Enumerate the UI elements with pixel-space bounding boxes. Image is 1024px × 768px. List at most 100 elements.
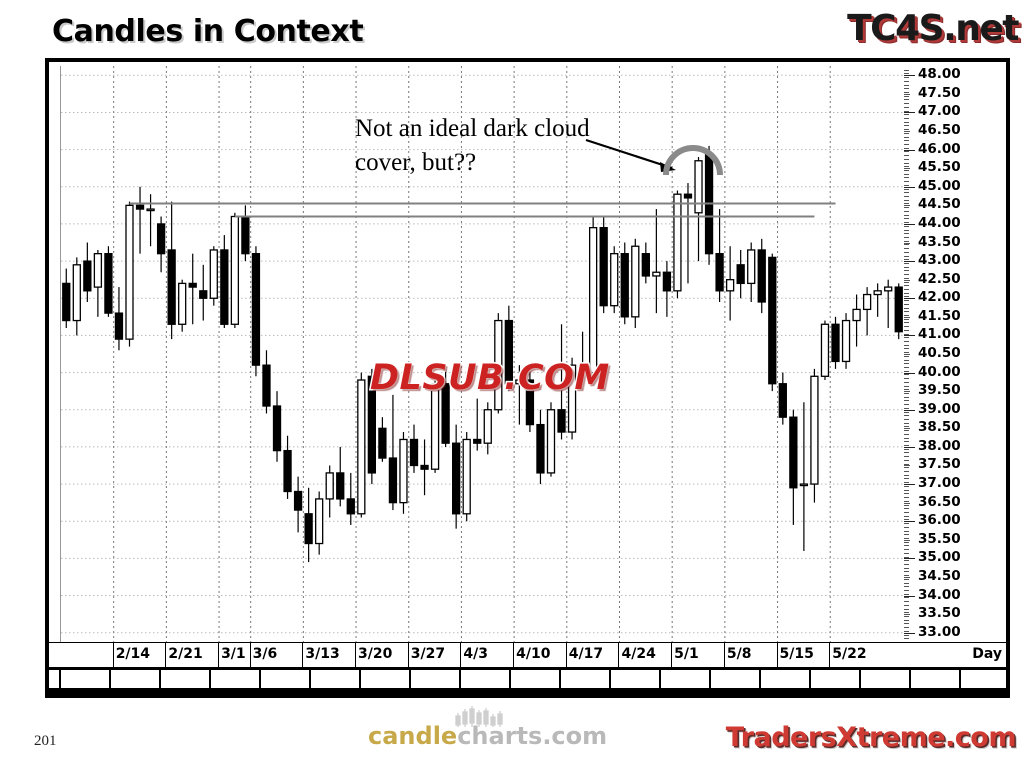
x-axis-tick-label: 5/8 — [726, 646, 752, 662]
y-axis-tick-label: 36.50 — [918, 493, 961, 510]
candle — [525, 368, 535, 433]
y-axis-tick-label: 34.00 — [918, 586, 961, 603]
candle — [831, 316, 840, 369]
y-axis-minor-tick — [904, 240, 909, 242]
y-axis-minor-tick — [904, 549, 909, 551]
candle — [799, 402, 809, 551]
y-axis-minor-tick — [904, 367, 909, 368]
candle — [93, 249, 103, 317]
y-axis-minor-tick — [904, 630, 909, 632]
y-axis-minor-tick — [904, 277, 909, 279]
candle — [852, 294, 861, 347]
y-axis-minor-tick — [904, 88, 909, 90]
y-axis-tick-mark — [904, 261, 915, 263]
y-axis-minor-tick — [904, 526, 909, 528]
y-axis-minor-tick — [904, 248, 909, 250]
y-axis-tick-mark — [904, 131, 910, 133]
y-axis-minor-tick — [904, 318, 909, 320]
candle — [578, 331, 587, 377]
candle — [641, 242, 650, 284]
candle — [620, 242, 629, 325]
y-axis-minor-tick — [904, 552, 909, 554]
y-axis-tick-mark — [904, 539, 910, 541]
candle — [146, 194, 155, 247]
y-axis-minor-tick — [904, 404, 909, 406]
x-axis-separator — [565, 643, 567, 667]
y-axis-minor-tick — [904, 184, 909, 186]
y-axis-tick-label: 38.00 — [918, 437, 961, 454]
y-axis-minor-tick — [904, 452, 909, 454]
y-axis-tick-label: 43.00 — [918, 252, 961, 269]
y-axis-tick-mark — [904, 223, 915, 225]
y-axis-minor-tick — [904, 623, 909, 625]
y-axis-tick-label: 37.00 — [918, 475, 961, 492]
strip-cell — [959, 670, 1011, 688]
candle — [251, 246, 261, 377]
x-axis-separator — [355, 643, 357, 667]
candle — [346, 472, 355, 525]
y-axis-tick-label: 37.50 — [918, 456, 961, 473]
y-axis-minor-tick — [904, 326, 909, 328]
candle — [167, 201, 176, 340]
x-axis-separator — [671, 643, 673, 667]
y-axis-minor-tick — [904, 288, 909, 290]
candle — [778, 372, 787, 425]
y-axis-minor-tick — [904, 236, 909, 238]
y-axis-minor-tick — [904, 534, 909, 536]
y-axis-tick-label: 36.00 — [918, 512, 961, 529]
y-axis-minor-tick — [904, 155, 909, 157]
y-axis-minor-tick — [904, 456, 909, 458]
candle — [662, 261, 672, 317]
candle — [757, 238, 766, 314]
y-axis-minor-tick — [904, 560, 909, 562]
y-axis-minor-tick — [904, 296, 909, 298]
candle — [452, 424, 461, 529]
page-number: 201 — [34, 733, 57, 749]
y-axis-tick-label: 35.50 — [918, 530, 961, 547]
y-axis-tick-mark — [904, 372, 915, 374]
candle — [241, 205, 250, 262]
candlestick-svg — [61, 66, 903, 642]
y-axis-tick-label: 39.50 — [918, 382, 961, 399]
candle — [104, 246, 113, 317]
candle — [873, 283, 882, 317]
y-axis-minor-tick — [904, 303, 909, 305]
candle — [557, 324, 566, 440]
candle — [768, 253, 777, 392]
x-axis-tick-label: 4/3 — [463, 646, 489, 662]
y-axis-minor-tick — [904, 463, 909, 465]
candle — [188, 253, 197, 325]
candle — [230, 212, 240, 328]
candle — [283, 435, 292, 499]
y-axis-minor-tick — [904, 563, 909, 565]
y-axis-minor-tick — [904, 225, 909, 227]
candle — [272, 391, 282, 462]
y-axis-minor-tick — [904, 333, 909, 335]
y-axis-tick-mark — [904, 149, 915, 151]
y-axis-minor-tick — [904, 393, 909, 395]
y-axis-tick-label: 40.00 — [918, 363, 961, 380]
y-axis-tick-label: 42.50 — [918, 270, 961, 287]
y-axis-minor-tick — [904, 504, 909, 506]
y-axis-minor-tick — [904, 545, 909, 547]
y-axis-minor-tick — [904, 274, 909, 276]
y-axis-minor-tick — [904, 125, 909, 127]
x-axis-separator — [723, 643, 725, 667]
y-axis-minor-tick — [904, 207, 909, 209]
candle — [72, 257, 81, 336]
y-axis-minor-tick — [904, 281, 909, 283]
candlestick-plot-area[interactable] — [60, 66, 903, 642]
y-axis-minor-tick — [904, 229, 909, 231]
x-axis-separator — [618, 643, 620, 667]
candle — [494, 313, 503, 414]
y-axis-minor-tick — [904, 355, 909, 357]
y-axis-tick-label: 41.50 — [918, 307, 961, 324]
y-axis-tick-label: 35.00 — [918, 549, 961, 566]
y-axis-minor-tick — [904, 348, 909, 350]
y-axis-minor-tick — [904, 162, 909, 164]
y-axis-minor-tick — [904, 136, 909, 138]
strip-cell — [759, 670, 811, 688]
y-axis-minor-tick — [904, 196, 909, 198]
x-axis-tick-label: 5/22 — [832, 646, 867, 662]
y-axis-minor-tick — [904, 489, 909, 491]
